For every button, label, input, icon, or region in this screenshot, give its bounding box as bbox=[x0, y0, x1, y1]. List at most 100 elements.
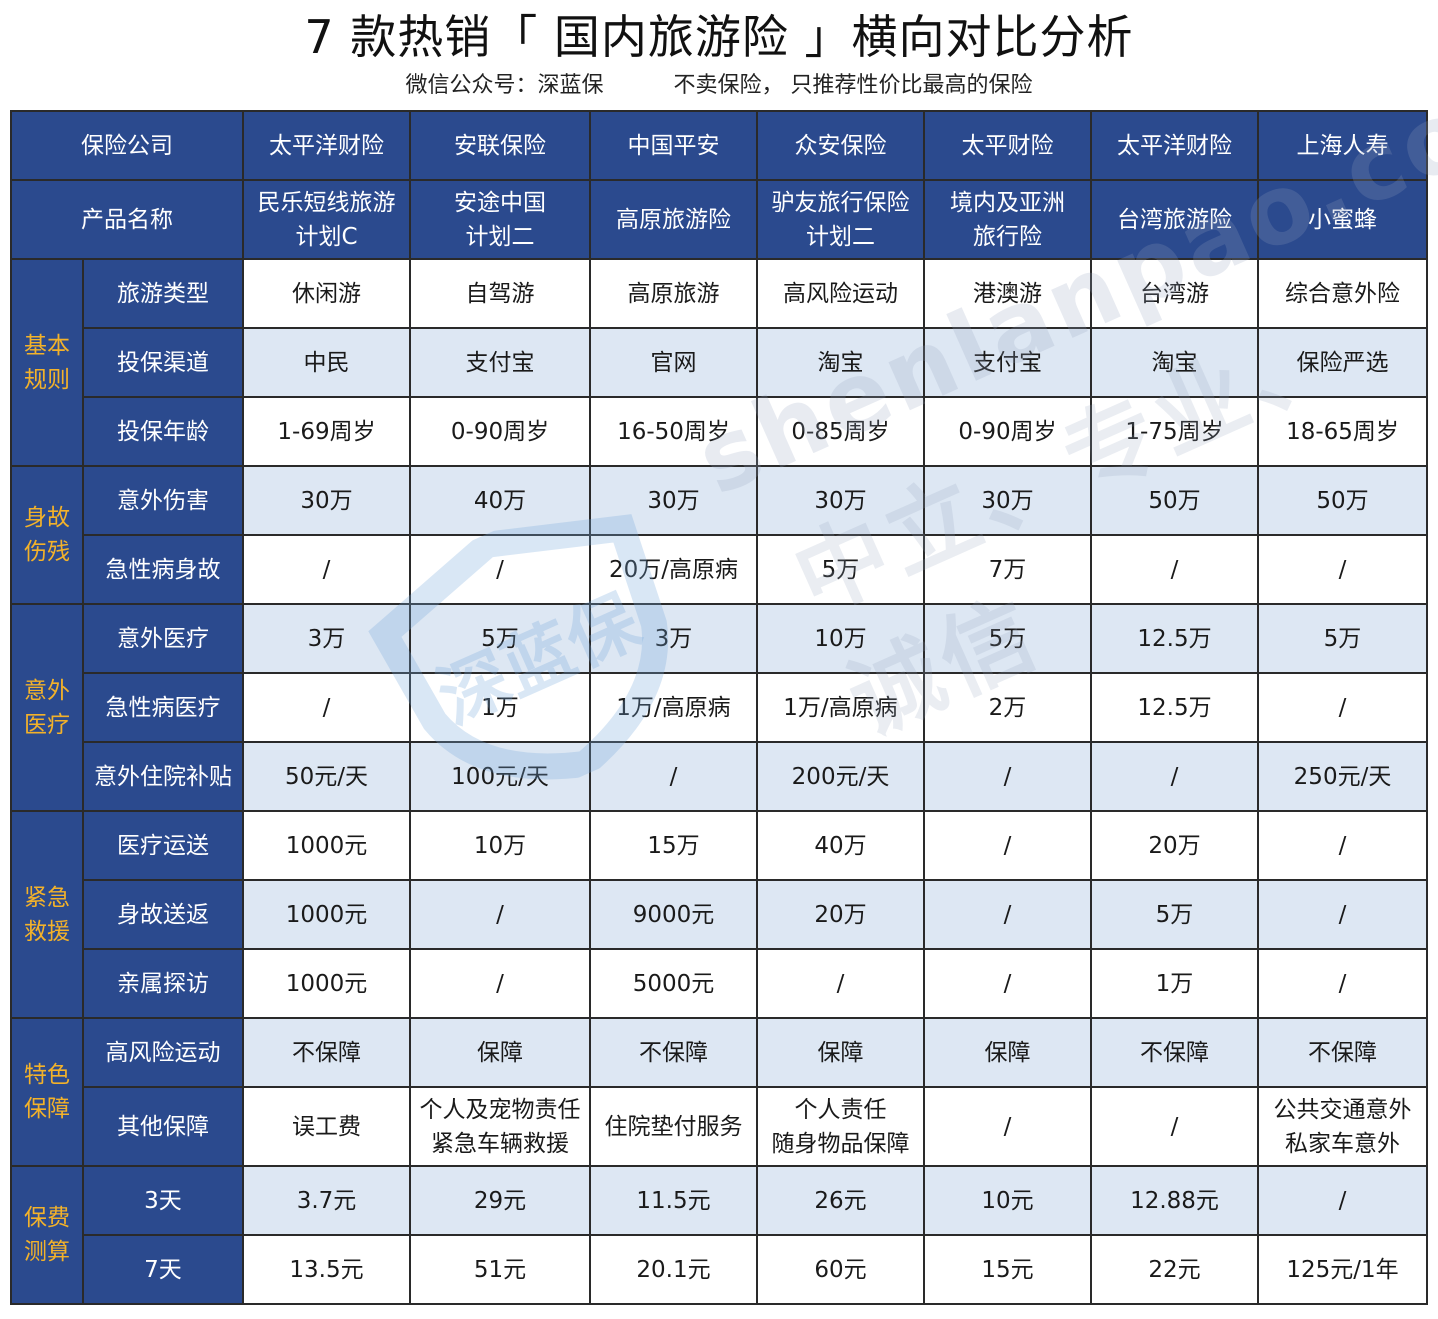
table-cell: 保障 bbox=[756, 1017, 925, 1088]
table-cell: / bbox=[923, 879, 1092, 950]
table-row: 其他保障 误工费 个人及宠物责任 紧急车辆救援 住院垫付服务 个人责任 随身物品保障 / / 公共… bbox=[11, 1086, 1428, 1167]
cell-line: / bbox=[1170, 1113, 1179, 1140]
table-cell: 1万 bbox=[409, 672, 591, 743]
table-row: 意外 医疗 意外医疗 3万 5万 3万 10万 5万 12.5万 5万 bbox=[10, 603, 1428, 812]
table-cell: / bbox=[1257, 810, 1428, 881]
table-cell: 5000元 bbox=[589, 948, 758, 1019]
header-company: 太平财险 bbox=[923, 110, 1092, 181]
table-row: 投保年龄 1-69周岁 0-90周岁 16-50周岁 0-85周岁 0-90周岁 1-75周… bbox=[11, 396, 1428, 467]
table-cell: / bbox=[923, 810, 1092, 881]
table-cell: 个人责任 随身物品保障 bbox=[756, 1086, 925, 1167]
cell-line: 台湾旅游险 bbox=[1117, 206, 1232, 233]
table-cell: / bbox=[409, 534, 591, 605]
table-cell: / bbox=[1090, 534, 1259, 605]
table-cell: 30万 bbox=[242, 465, 411, 536]
cell-line: 基本 bbox=[24, 332, 70, 359]
table-cell: 1000元 bbox=[242, 810, 411, 881]
table-row: 亲属探访 1000元/5000元 //1万 / bbox=[11, 948, 1428, 1019]
table-cell: 高风险运动 bbox=[756, 258, 925, 329]
table-cell: 支付宝 bbox=[409, 327, 591, 398]
header-company: 上海人寿 bbox=[1257, 110, 1428, 181]
table-cell: 50万 bbox=[1257, 465, 1428, 536]
cell-line: 公共交通意外 bbox=[1273, 1096, 1412, 1123]
table-cell: 15元 bbox=[923, 1234, 1092, 1305]
cell-line: 保障 bbox=[24, 1096, 70, 1122]
table-cell: 60元 bbox=[756, 1234, 925, 1305]
table-cell: 淘宝 bbox=[1090, 327, 1259, 398]
table-cell: 20万 bbox=[1090, 810, 1259, 881]
cell-line: / bbox=[1003, 1113, 1012, 1140]
table-cell: 125元/1年 bbox=[1257, 1234, 1428, 1305]
table-cell: 1000元 bbox=[242, 948, 411, 1019]
table-cell: 3.7元 bbox=[242, 1165, 411, 1236]
row-label: 医疗运送 bbox=[82, 810, 244, 881]
row-label: 意外伤害 bbox=[82, 465, 244, 536]
table-cell: 40万 bbox=[756, 810, 925, 881]
table-cell: / bbox=[1090, 1086, 1259, 1167]
header-product: 驴友旅行保险 计划二 bbox=[756, 179, 925, 260]
cell-line: 安途中国 bbox=[454, 189, 546, 216]
page-title: 7 款热销「 国内旅游险 」横向对比分析 bbox=[304, 10, 1134, 64]
table-cell: / bbox=[1257, 672, 1428, 743]
header-company: 太平洋财险 bbox=[242, 110, 411, 181]
cell-line: 私家车意外 bbox=[1285, 1130, 1400, 1157]
table-cell: / bbox=[242, 672, 411, 743]
cell-line: 身故 bbox=[24, 505, 70, 531]
header-product-label: 产品名称 bbox=[10, 179, 244, 260]
table-cell: 淘宝 bbox=[756, 327, 925, 398]
cell-line: 计划二 bbox=[465, 223, 535, 250]
table-cell: 自驾游 bbox=[409, 258, 591, 329]
table-cell: 5万 bbox=[1090, 879, 1259, 950]
category-cell: 基本 规则 bbox=[10, 258, 84, 467]
row-label: 亲属探访 bbox=[82, 948, 244, 1019]
table-cell: 休闲游 bbox=[242, 258, 411, 329]
table-cell: 7万 bbox=[923, 534, 1092, 605]
table-row: 基本 规则 旅游类型 休闲游 自驾游 高原旅游 高风险运动 港澳游 台湾游 综合意外险 bbox=[10, 258, 1428, 467]
category-cell: 身故 伤残 bbox=[10, 465, 84, 605]
table-cell: 台湾游 bbox=[1090, 258, 1259, 329]
table-cell: 保险严选 bbox=[1257, 327, 1428, 398]
table-cell: 13.5元 bbox=[242, 1234, 411, 1305]
table-cell: / bbox=[923, 1086, 1092, 1167]
table-cell: 20.1元 bbox=[589, 1234, 758, 1305]
table-cell: 2万 bbox=[923, 672, 1092, 743]
table-cell: 16-50周岁 bbox=[589, 396, 758, 467]
table-cell: 港澳游 bbox=[923, 258, 1092, 329]
table-cell: 15万 bbox=[589, 810, 758, 881]
cell-line: 小蜜蜂 bbox=[1308, 206, 1377, 233]
table-cell: 1000元 bbox=[242, 879, 411, 950]
table-cell: 不保障 bbox=[242, 1017, 411, 1088]
cell-line: 民乐短线旅游 bbox=[257, 189, 396, 216]
row-label: 其他保障 bbox=[82, 1086, 244, 1167]
cell-line: 计划二 bbox=[806, 223, 875, 250]
table-cell: / bbox=[409, 879, 591, 950]
table-cell: 12.5万 bbox=[1090, 603, 1259, 674]
row-label: 意外住院补贴 bbox=[82, 741, 244, 812]
table-cell: / bbox=[1257, 879, 1428, 950]
table-cell: 公共交通意外 私家车意外 bbox=[1257, 1086, 1428, 1167]
table-cell: 1-75周岁 bbox=[1090, 396, 1259, 467]
table-row: 保费 测算 3天 3.7元 29元 11.5元 26元 10元 12.88元 / bbox=[10, 1165, 1428, 1305]
table-cell: 30万 bbox=[589, 465, 758, 536]
cell-line: 医疗 bbox=[24, 711, 70, 738]
table-cell: 20万/高原病 bbox=[589, 534, 758, 605]
table-cell: / bbox=[409, 948, 591, 1019]
category-cell: 意外 医疗 bbox=[10, 603, 84, 812]
cell-line: 境内及亚洲 bbox=[950, 189, 1065, 216]
table-cell: 5万 bbox=[756, 534, 925, 605]
category-cell: 特色 保障 bbox=[10, 1017, 84, 1167]
table-row: 身故 伤残 意外伤害 30万 40万 30万 30万 30万 50万 50万 bbox=[10, 465, 1428, 605]
table-cell: 10万 bbox=[756, 603, 925, 674]
table-cell: 12.5万 bbox=[1090, 672, 1259, 743]
row-label: 高风险运动 bbox=[82, 1017, 244, 1088]
table-cell: 1万/高原病 bbox=[756, 672, 925, 743]
table-cell: 不保障 bbox=[1257, 1017, 1428, 1088]
table-cell: 综合意外险 bbox=[1257, 258, 1428, 329]
table-cell: 5万 bbox=[409, 603, 591, 674]
cell-line: 计划C bbox=[295, 223, 358, 250]
table-cell: / bbox=[756, 948, 925, 1019]
cell-line: 伤残 bbox=[24, 539, 70, 565]
table-cell: 22元 bbox=[1090, 1234, 1259, 1305]
table-row: 身故送返 1000元/9000元 20万/5万 / bbox=[11, 879, 1428, 950]
table-cell: 29元 bbox=[409, 1165, 591, 1236]
